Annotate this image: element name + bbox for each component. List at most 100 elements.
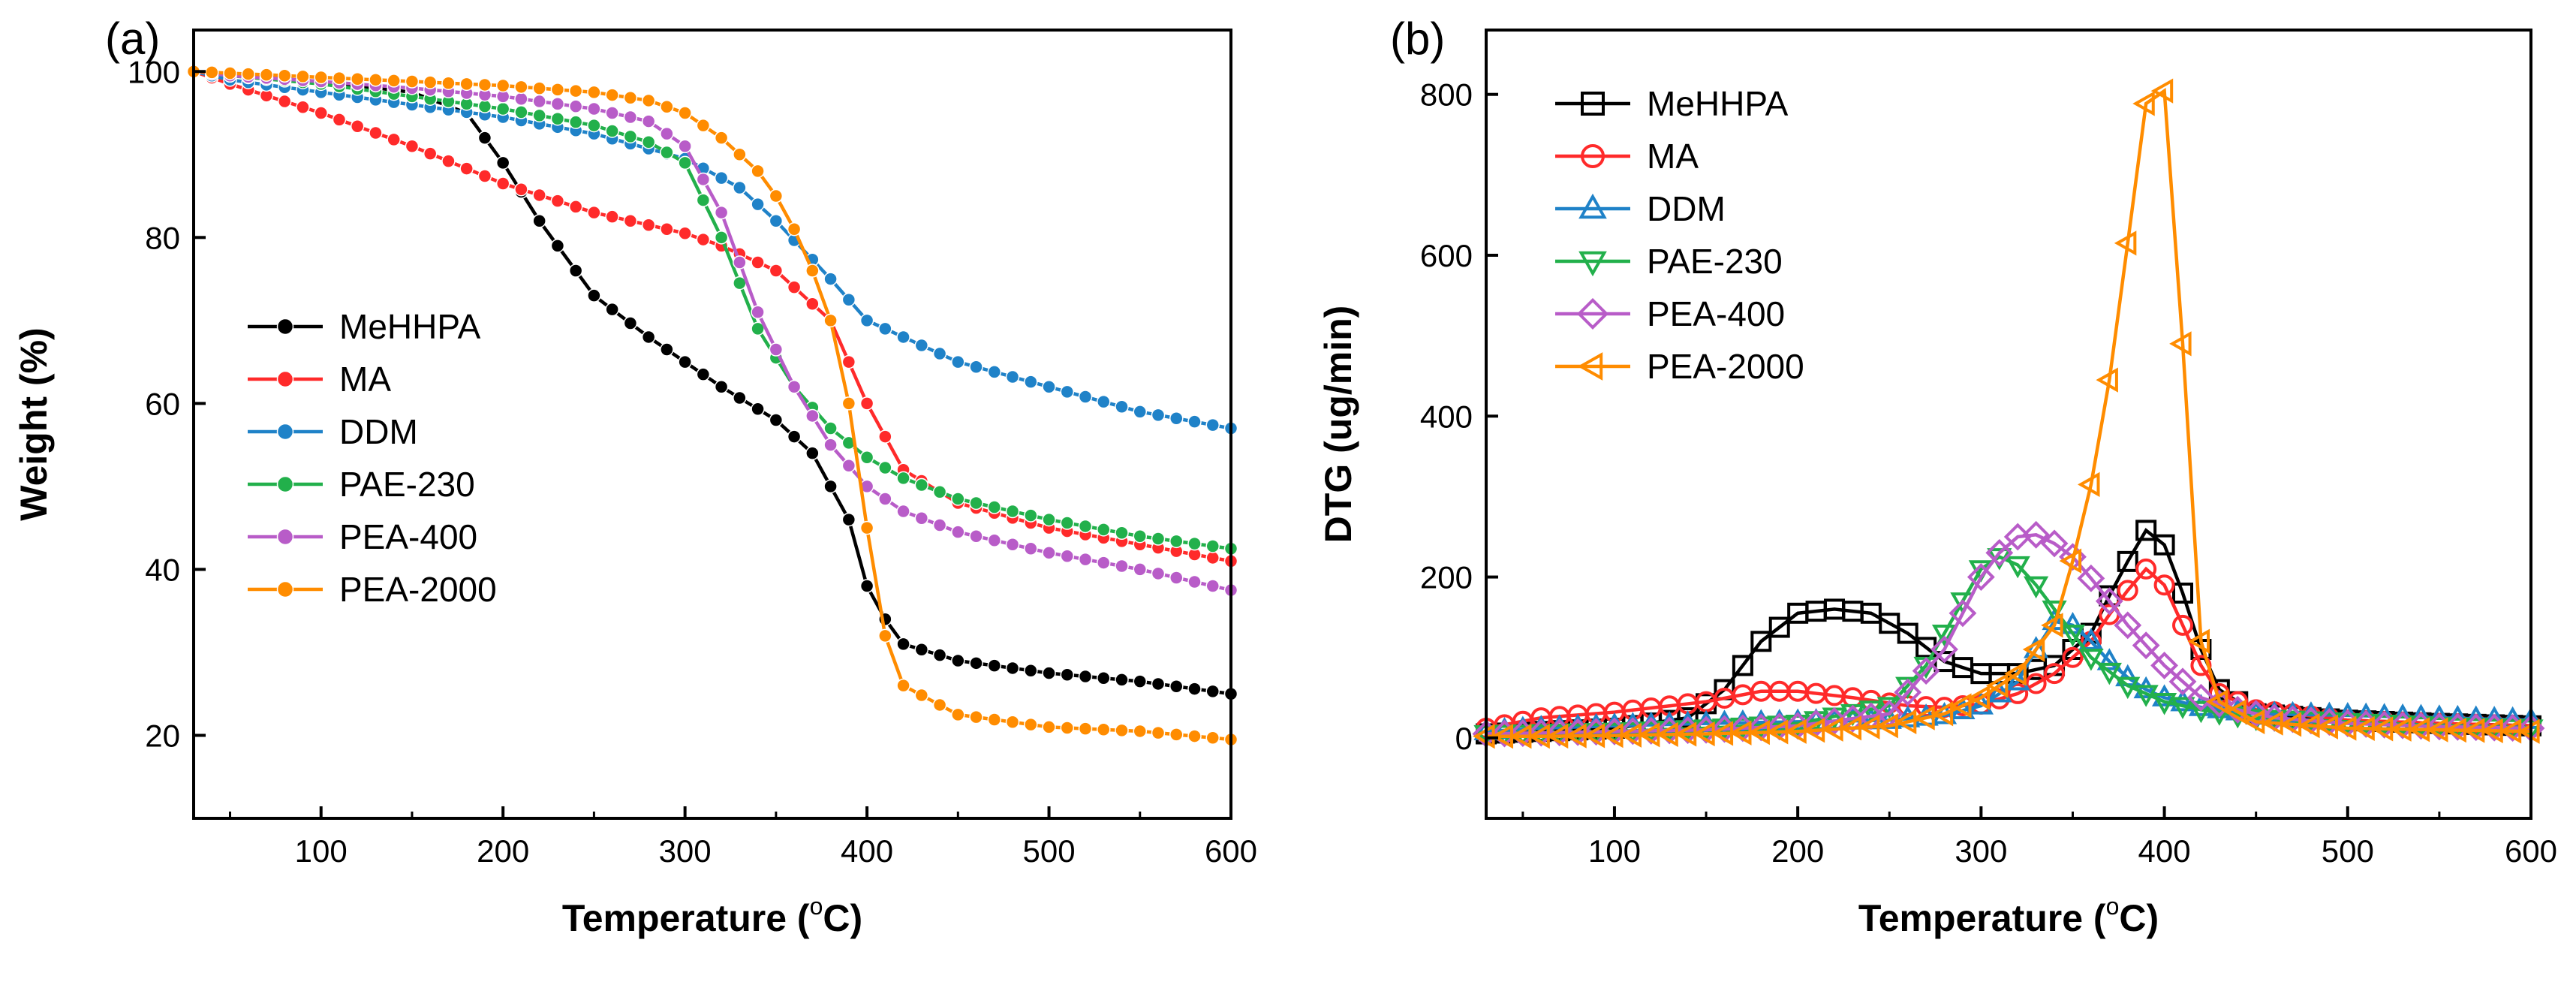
series-pea-2000 — [186, 65, 1238, 747]
data-point — [332, 113, 347, 127]
plot-frame — [192, 29, 1232, 820]
data-point — [1060, 384, 1075, 399]
plot-frame — [1485, 29, 2532, 820]
data-point — [2150, 652, 2179, 679]
data-point — [587, 288, 601, 303]
data-point — [2115, 676, 2141, 700]
data-point — [2153, 574, 2175, 596]
legend-label: PAE-230 — [1647, 242, 1783, 281]
data-point — [1151, 408, 1166, 423]
data-point — [696, 172, 711, 187]
y-tick-label: 40 — [145, 552, 180, 587]
y-tick-label: 400 — [1420, 399, 1473, 434]
data-point — [2135, 558, 2157, 580]
data-point — [2005, 667, 2030, 691]
x-axis-title-main: Temperature ( — [562, 897, 810, 939]
data-point — [841, 354, 856, 369]
data-point — [733, 147, 747, 162]
series-line — [193, 70, 1232, 551]
legend-item: PEA-400 — [248, 517, 477, 556]
data-point — [805, 408, 820, 423]
data-point — [859, 579, 874, 593]
x-tick-label: 100 — [1588, 833, 1641, 869]
data-point — [951, 492, 965, 506]
data-point — [1894, 709, 1917, 735]
data-point — [1205, 550, 1220, 565]
data-point — [751, 255, 765, 270]
data-point — [1005, 715, 1020, 730]
data-point — [568, 264, 583, 278]
data-point — [932, 485, 947, 499]
data-point — [2078, 628, 2104, 650]
data-point — [896, 678, 910, 693]
data-point — [1024, 375, 1038, 389]
data-point — [550, 97, 565, 111]
data-point — [623, 91, 638, 105]
data-point — [1205, 730, 1220, 746]
data-point — [277, 94, 292, 109]
x-axis-title: Temperature (oC) — [1858, 893, 2159, 939]
data-point — [369, 73, 383, 87]
y-tick-label: 80 — [145, 220, 180, 255]
data-point — [841, 292, 856, 307]
legend-label: MA — [339, 360, 391, 399]
data-point — [514, 105, 528, 119]
data-point — [1897, 622, 1918, 644]
data-point — [1912, 705, 1935, 730]
series-line — [193, 70, 1232, 592]
data-point — [859, 520, 874, 535]
data-point — [605, 302, 619, 317]
data-point — [477, 131, 492, 145]
data-point — [696, 367, 711, 381]
series-line — [193, 70, 1232, 696]
data-point — [823, 421, 838, 435]
panel-a: (a)100 200 300 400 500 60020406080100Temperat… — [13, 14, 1257, 939]
x-axis-title-unit: C) — [823, 897, 862, 939]
data-point — [1060, 667, 1075, 682]
data-point — [441, 76, 456, 90]
data-point — [2022, 637, 2045, 662]
x-tick-label: 400 — [841, 833, 893, 869]
data-point — [1024, 664, 1038, 678]
data-point — [641, 93, 656, 108]
data-point — [423, 146, 438, 161]
data-point — [1894, 678, 1922, 706]
legend-item: PEA-400 — [1555, 294, 1785, 333]
data-point — [1078, 519, 1093, 534]
data-point — [733, 180, 747, 195]
data-point — [1042, 720, 1056, 734]
data-point — [951, 525, 965, 539]
data-point — [914, 477, 929, 492]
data-point — [1985, 673, 2009, 698]
data-point — [1187, 682, 1202, 696]
data-point — [2114, 230, 2137, 256]
data-point — [1097, 523, 1111, 537]
legend-label: PEA-2000 — [1647, 347, 1804, 386]
data-point — [1078, 390, 1093, 404]
data-point — [769, 264, 784, 278]
data-point — [878, 429, 892, 444]
data-point — [751, 164, 765, 179]
data-point — [859, 313, 874, 328]
data-point — [641, 218, 656, 232]
data-point — [2041, 613, 2063, 638]
data-point — [204, 65, 219, 80]
data-point — [2004, 661, 2027, 686]
data-point — [859, 450, 874, 465]
data-point — [641, 330, 656, 345]
legend-marker — [1581, 92, 1605, 116]
legend-marker — [276, 528, 294, 546]
data-point — [1097, 394, 1111, 409]
data-point — [696, 193, 711, 207]
data-point — [1750, 631, 1772, 652]
data-point — [841, 396, 856, 411]
data-point — [1895, 705, 1921, 727]
data-point — [1060, 516, 1075, 530]
data-point — [550, 194, 565, 208]
legend-item: PEA-2000 — [248, 570, 497, 609]
data-point — [623, 213, 638, 228]
data-point — [495, 101, 510, 116]
data-point — [932, 648, 947, 662]
legend-marker — [1576, 297, 1609, 330]
series-line — [193, 70, 1232, 742]
